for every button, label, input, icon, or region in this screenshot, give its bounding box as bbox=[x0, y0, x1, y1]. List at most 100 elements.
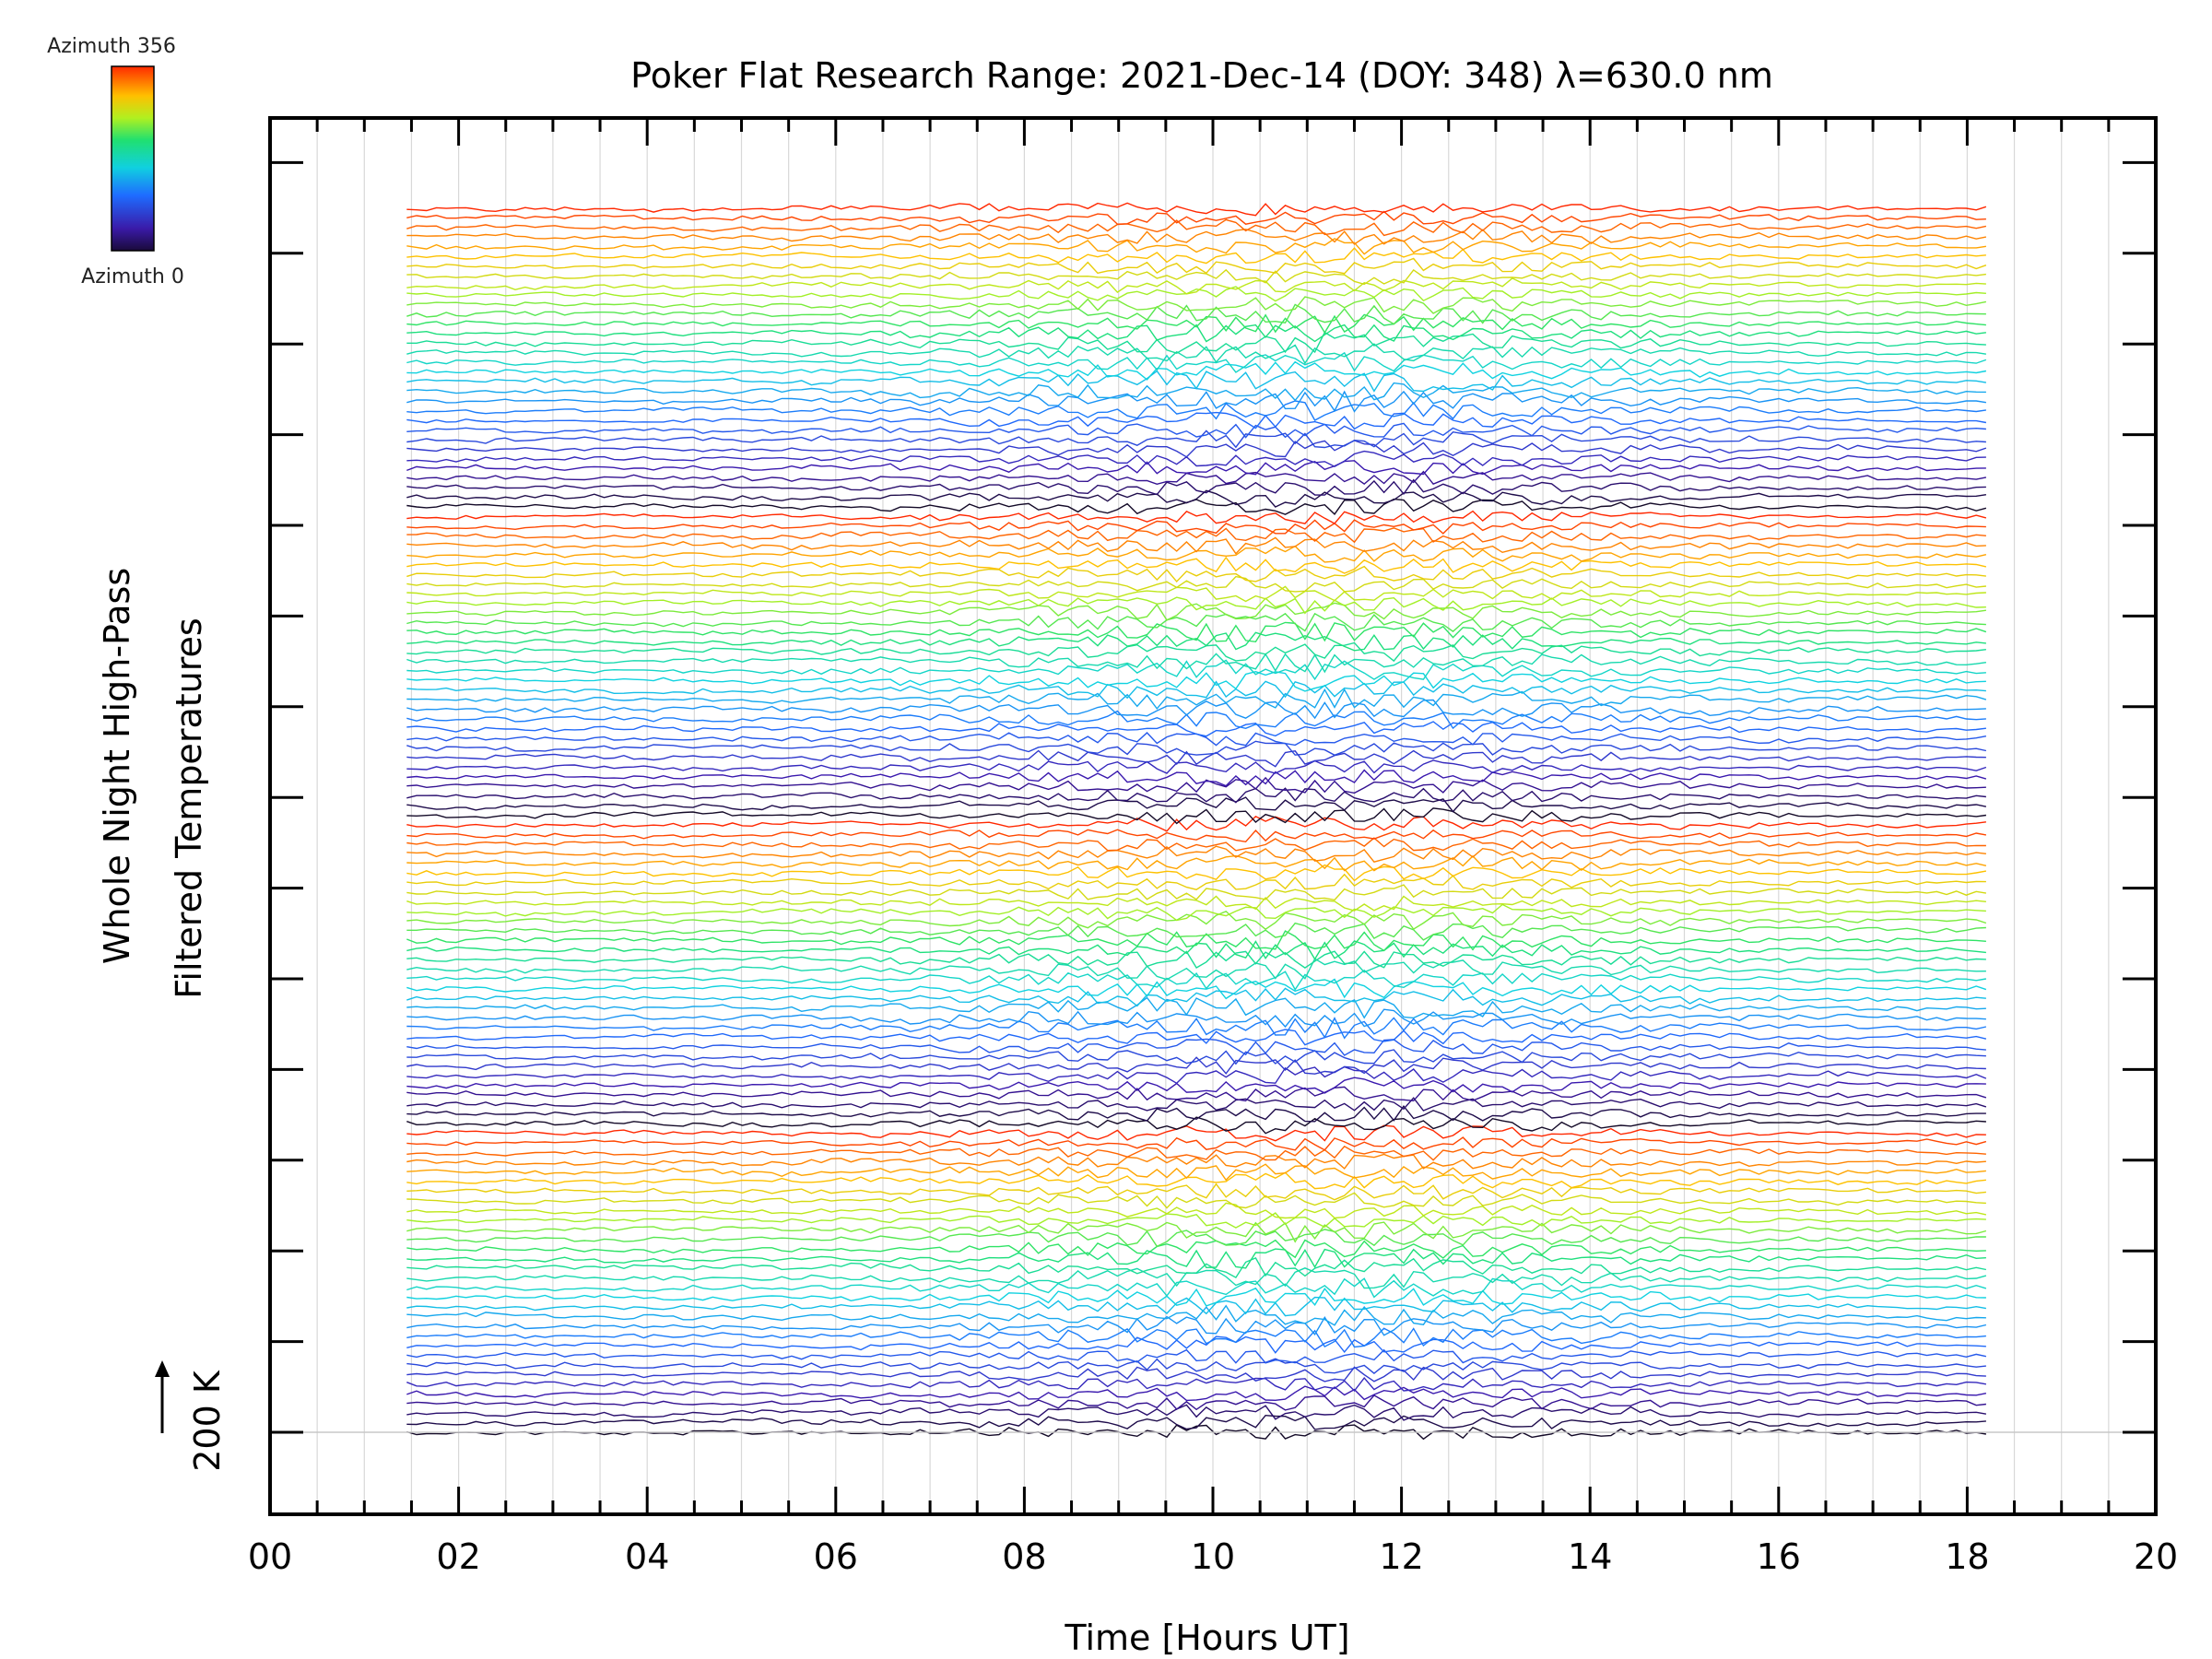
trace-line bbox=[406, 710, 1986, 730]
trace-line bbox=[406, 478, 1986, 496]
trace-line bbox=[406, 1335, 1986, 1354]
trace-line bbox=[406, 238, 1987, 255]
trace-line bbox=[406, 922, 1986, 941]
trace-line bbox=[406, 460, 1986, 476]
trace-line bbox=[406, 1182, 1986, 1201]
trace-line bbox=[406, 1229, 1986, 1248]
trace-line bbox=[406, 343, 1987, 365]
trace-line bbox=[406, 313, 1986, 335]
trace-line bbox=[406, 257, 1987, 275]
trace-line bbox=[406, 1038, 1986, 1056]
trace-line bbox=[406, 1304, 1986, 1326]
trace-line bbox=[406, 621, 1987, 643]
trace-line bbox=[406, 930, 1986, 952]
trace-line bbox=[406, 1086, 1987, 1102]
trace-line bbox=[406, 390, 1987, 413]
x-tick-label: 12 bbox=[1379, 1536, 1423, 1577]
trace-line bbox=[406, 202, 1987, 217]
trace-line bbox=[406, 536, 1986, 555]
trace-line bbox=[406, 688, 1987, 711]
trace-line bbox=[406, 1327, 1986, 1348]
x-tick-label: 06 bbox=[814, 1536, 858, 1577]
trace-line bbox=[406, 987, 1986, 1007]
trace-line bbox=[406, 229, 1987, 245]
trace-line bbox=[406, 796, 1987, 813]
trace-line bbox=[406, 631, 1986, 652]
trace-line bbox=[406, 884, 1987, 901]
trace-line bbox=[406, 1056, 1986, 1075]
trace-line bbox=[406, 721, 1986, 737]
trace-line bbox=[406, 351, 1987, 373]
trace-line bbox=[406, 1105, 1986, 1123]
trace-line bbox=[406, 996, 1986, 1019]
trace-lines bbox=[270, 202, 2156, 1441]
trace-line bbox=[406, 247, 1986, 265]
trace-line bbox=[406, 556, 1987, 574]
trace-line bbox=[406, 1248, 1986, 1269]
trace-line bbox=[406, 873, 1986, 890]
trace-line bbox=[406, 268, 1986, 286]
trace-line bbox=[406, 1239, 1986, 1259]
trace-line bbox=[406, 1358, 1986, 1375]
trace-line bbox=[406, 1145, 1986, 1161]
x-axis-label: Time [Hours UT] bbox=[1064, 1618, 1349, 1658]
trace-line bbox=[406, 699, 1986, 720]
x-tick-label: 02 bbox=[436, 1536, 480, 1577]
trace-line bbox=[406, 910, 1987, 931]
trace-line bbox=[406, 382, 1986, 402]
trace-line bbox=[406, 1097, 1987, 1112]
trace-line bbox=[406, 400, 1987, 421]
trace-line bbox=[406, 1124, 1986, 1142]
trace-line bbox=[406, 1315, 1987, 1336]
trace-line bbox=[406, 303, 1986, 325]
trace-line bbox=[406, 680, 1986, 700]
scale-arrow-head bbox=[155, 1360, 170, 1377]
trace-line bbox=[406, 498, 1987, 515]
trace-line bbox=[406, 807, 1986, 825]
trace-line bbox=[406, 659, 1986, 681]
trace-line bbox=[406, 360, 1987, 381]
trace-line bbox=[406, 1153, 1986, 1170]
trace-line bbox=[406, 470, 1987, 486]
trace-line bbox=[406, 940, 1986, 960]
trace-line bbox=[406, 854, 1987, 872]
scale-label: 200 K bbox=[187, 1370, 228, 1472]
trace-line bbox=[406, 829, 1987, 843]
trace-line bbox=[406, 1136, 1987, 1151]
colorbar-min-label: Azimuth 0 bbox=[81, 265, 184, 288]
trace-line bbox=[406, 450, 1986, 467]
trace-line bbox=[406, 1077, 1986, 1094]
trace-line bbox=[406, 895, 1986, 912]
axes-frame bbox=[268, 116, 2158, 1516]
trace-line bbox=[406, 602, 1986, 621]
trace-line bbox=[406, 978, 1987, 1000]
trace-line bbox=[406, 331, 1986, 354]
trace-line bbox=[406, 787, 1986, 804]
trace-line bbox=[406, 864, 1987, 882]
trace-line bbox=[406, 1008, 1986, 1029]
trace-line bbox=[406, 769, 1987, 787]
trace-line bbox=[406, 1212, 1986, 1229]
chart-title: Poker Flat Research Range: 2021-Dec-14 (… bbox=[630, 55, 1773, 96]
trace-line bbox=[406, 950, 1986, 969]
x-tick-label: 16 bbox=[1757, 1536, 1801, 1577]
trace-line bbox=[406, 1017, 1987, 1040]
x-tick-label: 14 bbox=[1568, 1536, 1612, 1577]
trace-line bbox=[406, 575, 1986, 593]
trace-line bbox=[406, 1163, 1986, 1182]
trace-line bbox=[406, 210, 1986, 225]
trace-line bbox=[406, 1348, 1987, 1364]
y-axis-label-line2: Filtered Temperatures bbox=[169, 618, 209, 998]
trace-line bbox=[406, 845, 1986, 863]
trace-line bbox=[406, 519, 1986, 535]
trace-line bbox=[406, 749, 1986, 768]
trace-line bbox=[406, 277, 1986, 295]
trace-line bbox=[406, 1414, 1986, 1430]
trace-line bbox=[406, 1287, 1986, 1307]
trace-line bbox=[406, 1385, 1987, 1402]
trace-line bbox=[406, 969, 1987, 991]
trace-line bbox=[406, 1049, 1986, 1065]
colorbar-max-label: Azimuth 356 bbox=[47, 35, 176, 58]
x-tick-label: 10 bbox=[1191, 1536, 1235, 1577]
x-tick-label: 04 bbox=[625, 1536, 669, 1577]
